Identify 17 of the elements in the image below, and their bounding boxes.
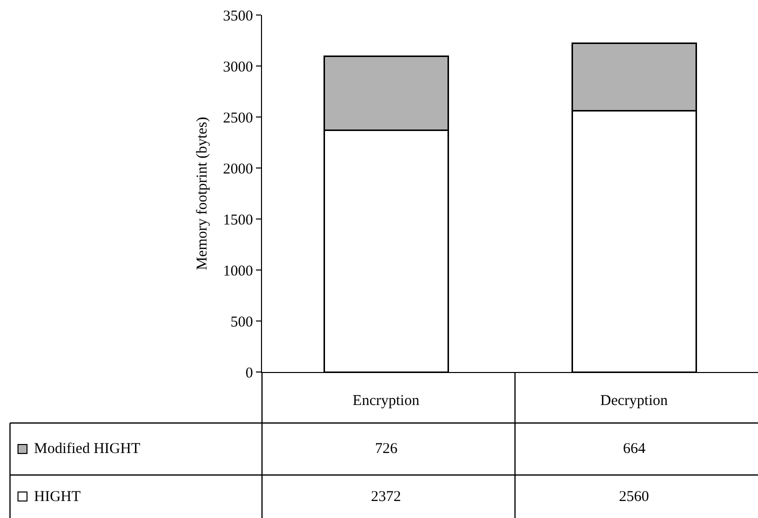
y-tick-label: 1000 bbox=[223, 263, 253, 280]
y-tick-label: 0 bbox=[246, 365, 253, 382]
x-tick-label: Decryption bbox=[600, 393, 668, 409]
y-tick-label: 500 bbox=[230, 314, 253, 330]
y-tick-label: 3500 bbox=[223, 8, 253, 24]
data-label: 664 bbox=[623, 441, 646, 457]
data-label: 2560 bbox=[619, 489, 649, 505]
data-label: 2372 bbox=[371, 489, 401, 505]
y-axis-title: Memory footprint (bytes) bbox=[194, 116, 210, 270]
y-tick-label: 2500 bbox=[223, 110, 253, 126]
y-tick-label: 3000 bbox=[223, 59, 253, 76]
y-tick-label: 1500 bbox=[223, 212, 253, 228]
x-tick-label: Encryption bbox=[352, 393, 420, 409]
legend-label: HIGHT bbox=[34, 489, 81, 505]
legend-label: Modified HIGHT bbox=[34, 441, 140, 457]
data-label: 726 bbox=[375, 441, 398, 457]
y-tick-label: 2000 bbox=[223, 161, 253, 178]
